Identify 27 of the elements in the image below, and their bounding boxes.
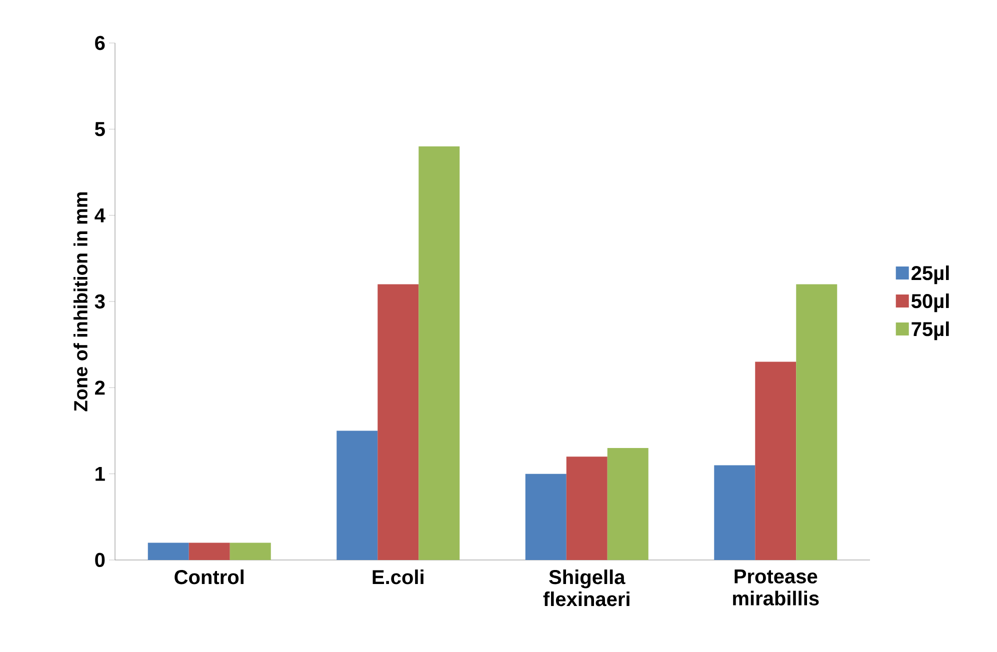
y-tick-label: 3 — [94, 294, 105, 309]
bar — [188, 542, 230, 560]
legend-label: 25µl — [912, 266, 949, 284]
x-tick-label: Shigella flexinaeri — [543, 570, 630, 606]
bar — [418, 146, 460, 560]
bar — [148, 542, 189, 560]
bar — [378, 284, 419, 560]
y-axis-title: Zone of inhibition in mm — [74, 192, 88, 412]
y-tick-label: 6 — [95, 36, 105, 50]
bar — [230, 542, 271, 560]
y-tick-label: 4 — [94, 208, 106, 222]
bar — [796, 284, 838, 560]
x-tick-label: Protease mirabillis — [733, 570, 819, 606]
y-tick-label: 5 — [94, 122, 105, 136]
x-tick-label: E.coli — [372, 570, 424, 584]
x-tick-label: Control — [174, 570, 244, 584]
bar — [566, 456, 608, 560]
bar — [755, 362, 796, 560]
legend-label: 50µl — [911, 293, 949, 312]
y-tick-label: 0 — [95, 552, 105, 568]
bar — [607, 448, 648, 560]
y-tick-label: 2 — [95, 380, 105, 395]
y-tick-label: 1 — [96, 466, 105, 481]
bar — [336, 430, 378, 560]
legend-label: 75µl — [912, 321, 949, 340]
bar — [714, 465, 756, 560]
bar — [525, 474, 566, 560]
